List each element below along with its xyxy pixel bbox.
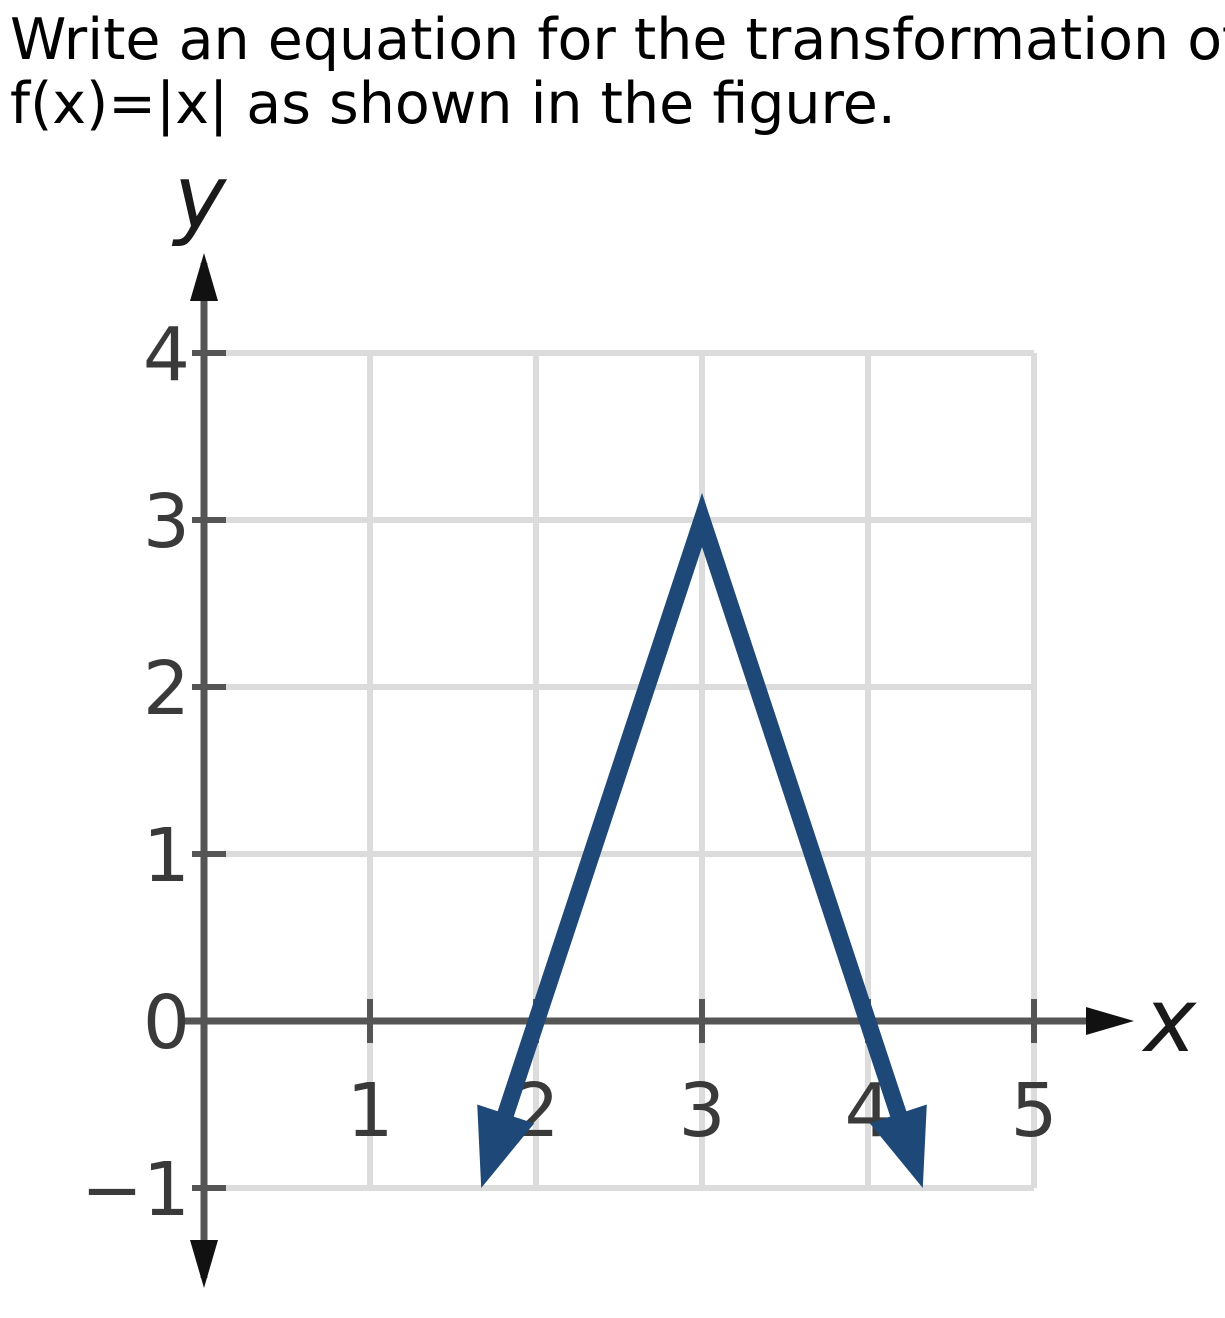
question-line-2: f(x)=|x| as shown in the figure. [10, 71, 896, 137]
y-tick-label: 1 [143, 813, 190, 899]
y-tick-label: 3 [143, 479, 190, 565]
y-tick-label: 4 [143, 312, 190, 398]
question-text: Write an equation for the transformation… [10, 7, 1225, 137]
line-arrowhead-left [477, 1104, 535, 1188]
line-arrowhead-right [869, 1104, 927, 1188]
axes [184, 253, 1134, 1288]
y-axis-arrowhead-up [190, 253, 218, 301]
x-tick-label: 5 [1010, 1068, 1057, 1154]
y-axis-label: y [171, 146, 228, 249]
series [477, 492, 927, 1188]
absolute-value-line [488, 492, 916, 1144]
x-axis-label: x [1141, 969, 1197, 1072]
x-axis-arrowhead [1086, 1007, 1134, 1035]
y-axis-arrowhead-down [190, 1240, 218, 1288]
y-tick-label: −1 [81, 1147, 190, 1233]
question-line-1: Write an equation for the transformation… [10, 7, 1225, 73]
x-tick-label: 3 [678, 1068, 725, 1154]
x-tick-label: 1 [346, 1068, 393, 1154]
y-tick-label: 2 [143, 646, 190, 732]
y-tick-label: 0 [143, 980, 190, 1066]
